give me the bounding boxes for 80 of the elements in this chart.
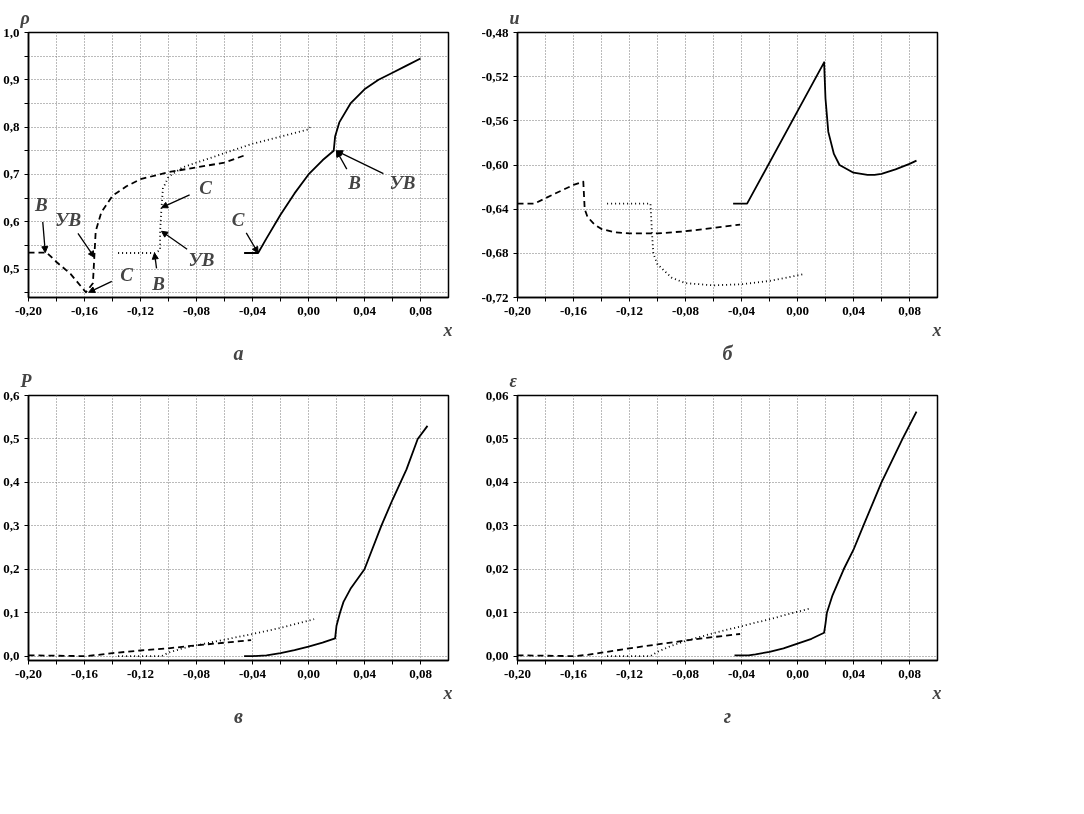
y-axis-title: P [19,370,33,391]
x-axis-title: x [931,319,942,340]
y-tick-label: 0,05 [485,430,509,446]
x-tick-label: -0,12 [126,302,155,318]
x-axis-title: x [442,682,453,703]
x-tick-label: -0,20 [503,665,532,681]
y-tick-label: 0,02 [485,561,509,577]
y-tick-label: 0,7 [3,166,20,182]
annotation: УВ [188,248,215,270]
x-tick-label: -0,20 [14,302,43,318]
x-tick-label: -0,12 [615,665,644,681]
x-tick-label: 0,00 [297,665,320,681]
annotation: УВ [55,208,82,230]
y-axis-title: ρ [19,7,30,28]
x-tick-label: 0,04 [842,302,866,318]
x-tick-label: -0,08 [182,302,211,318]
x-tick-label: 0,04 [353,302,377,318]
x-tick-label: -0,08 [182,665,211,681]
text: а [233,341,244,364]
y-tick-label: 0,0 [3,648,20,664]
y-tick-label: -0,68 [481,245,509,261]
x-tick-label: -0,04 [727,302,756,318]
x-tick-label: -0,04 [238,302,267,318]
y-tick-label: 0,6 [3,213,20,229]
x-axis-title: x [442,319,453,340]
annotation: В [33,194,48,216]
x-tick-label: 0,08 [898,302,922,318]
x-tick-label: -0,16 [559,665,588,681]
x-tick-label: -0,12 [615,302,644,318]
y-tick-label: 0,00 [485,648,509,664]
x-tick-label: 0,04 [842,665,866,681]
y-tick-label: 1,0 [3,24,20,40]
y-tick-label: 0,8 [3,119,20,135]
y-axis-title: ε [509,370,518,391]
annotation: С [231,208,245,230]
text: г [723,704,732,727]
x-tick-label: -0,16 [70,302,99,318]
x-tick-label: -0,08 [671,665,700,681]
annotation: УВ [389,172,416,194]
x-tick-label: 0,08 [409,665,433,681]
text: б [722,341,734,364]
text: в [234,704,244,727]
y-tick-label: -0,48 [481,24,509,40]
x-tick-label: 0,00 [786,302,809,318]
y-tick-label: 0,2 [3,561,20,577]
x-tick-label: 0,08 [409,302,433,318]
y-tick-label: 0,5 [3,430,20,446]
y-tick-label: 0,01 [485,604,509,620]
y-tick-label: 0,1 [3,604,20,620]
y-tick-label: 0,04 [485,474,509,490]
x-tick-label: -0,16 [70,665,99,681]
x-tick-label: -0,20 [503,302,532,318]
annotation: В [347,172,361,194]
y-tick-label: 0,03 [485,517,509,533]
y-axis-title: u [509,7,520,28]
x-tick-label: -0,12 [126,665,155,681]
x-tick-label: -0,08 [671,302,700,318]
x-tick-label: -0,20 [14,665,43,681]
x-tick-label: -0,16 [559,302,588,318]
y-tick-label: -0,72 [481,289,509,305]
y-tick-label: -0,64 [481,201,509,217]
x-tick-label: 0,08 [898,665,922,681]
x-tick-label: 0,04 [353,665,377,681]
x-tick-label: 0,00 [786,665,809,681]
x-tick-label: -0,04 [238,665,267,681]
annotation: С [199,177,213,199]
annotation: С [120,263,134,285]
y-tick-label: 0,4 [3,474,20,490]
x-axis-title: x [931,682,942,703]
y-tick-label: 0,3 [3,517,20,533]
annotation: В [151,272,165,294]
x-tick-label: 0,00 [297,302,320,318]
y-tick-label: 0,5 [3,261,20,277]
x-tick-label: -0,04 [727,665,756,681]
y-tick-label: 0,6 [3,387,20,403]
y-tick-label: -0,60 [481,157,509,172]
y-tick-label: -0,56 [481,112,509,128]
y-tick-label: -0,52 [481,68,509,84]
y-tick-label: 0,06 [485,387,509,403]
y-tick-label: 0,9 [3,71,20,87]
